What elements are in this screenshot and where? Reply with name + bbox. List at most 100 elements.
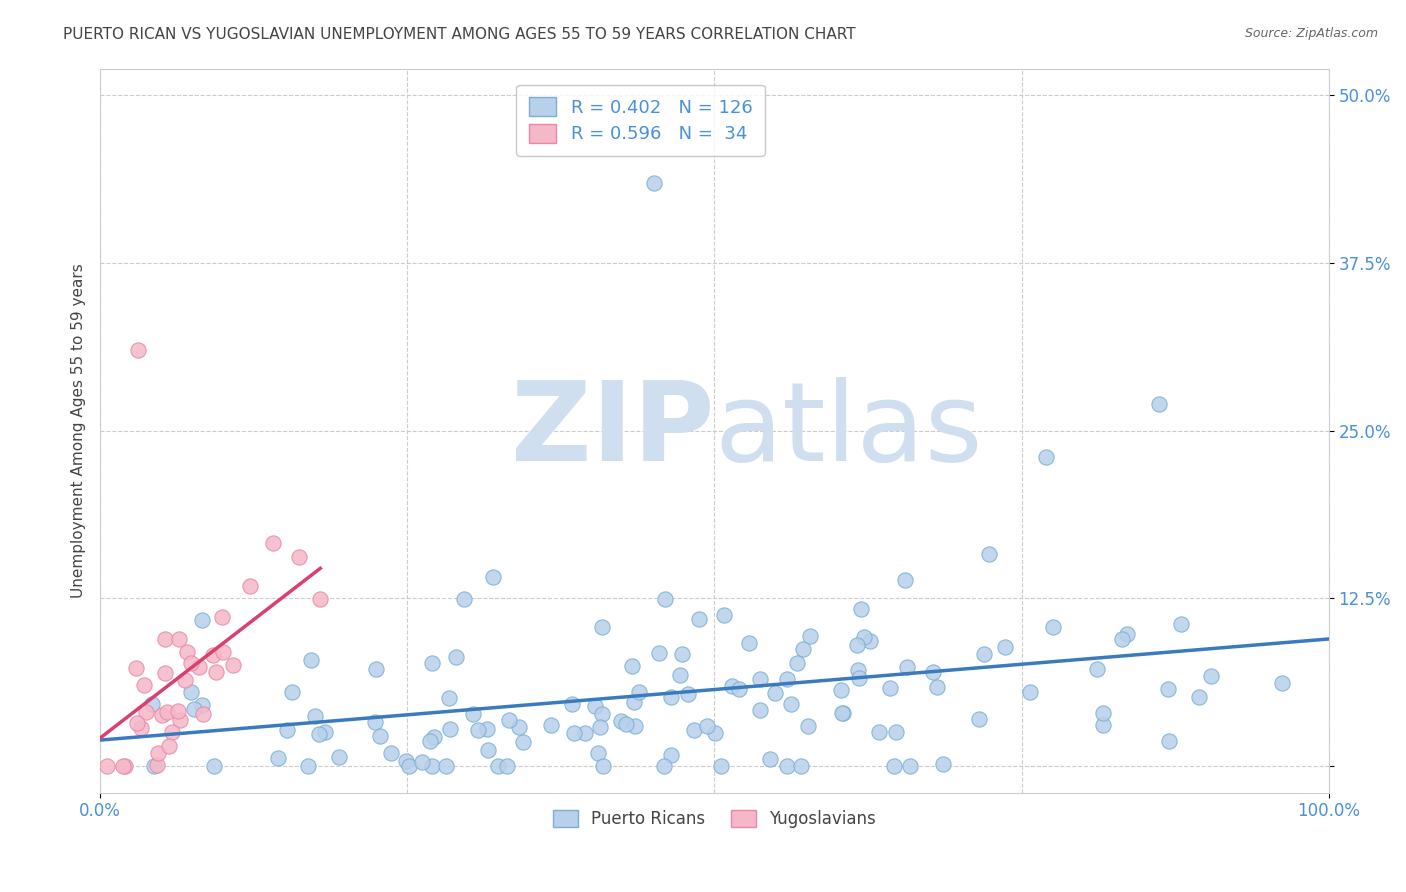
Point [496, 759, 519, 773]
Point [304, 709, 326, 723]
Point [683, 723, 706, 737]
Point [486, 759, 509, 773]
Point [623, 695, 645, 709]
Point [146, 746, 169, 760]
Point [776, 672, 799, 686]
Point [621, 658, 644, 673]
Point [776, 759, 799, 773]
Point [654, 591, 676, 606]
Point [898, 759, 921, 773]
Point [364, 714, 387, 729]
Point [420, 759, 443, 773]
Point [831, 706, 853, 720]
Point [150, 707, 173, 722]
Point [125, 715, 148, 730]
Point [1170, 617, 1192, 632]
Point [191, 706, 214, 721]
Point [1092, 717, 1115, 731]
Point [475, 722, 498, 736]
Point [183, 702, 205, 716]
Point [967, 712, 990, 726]
Point [512, 734, 534, 748]
Point [614, 717, 637, 731]
Point [204, 665, 226, 680]
Text: ZIP: ZIP [510, 377, 714, 484]
Point [482, 570, 505, 584]
Point [789, 759, 811, 773]
Point [160, 725, 183, 739]
Point [111, 759, 134, 773]
Point [868, 724, 890, 739]
Point [1035, 450, 1057, 465]
Point [846, 638, 869, 652]
Point [174, 673, 197, 687]
Point [583, 699, 606, 714]
Text: PUERTO RICAN VS YUGOSLAVIAN UNEMPLOYMENT AMONG AGES 55 TO 59 YEARS CORRELATION C: PUERTO RICAN VS YUGOSLAVIAN UNEMPLOYMENT… [63, 27, 856, 42]
Point [592, 759, 614, 773]
Point [765, 686, 787, 700]
Point [287, 550, 309, 565]
Point [652, 759, 675, 773]
Point [180, 656, 202, 670]
Point [669, 667, 692, 681]
Point [191, 614, 214, 628]
Point [134, 677, 156, 691]
Point [589, 721, 612, 735]
Point [176, 645, 198, 659]
Point [659, 748, 682, 763]
Point [896, 660, 918, 674]
Point [574, 726, 596, 740]
Point [1092, 706, 1115, 720]
Point [508, 720, 530, 734]
Point [1149, 397, 1171, 411]
Point [167, 632, 190, 646]
Point [586, 746, 609, 760]
Point [591, 706, 613, 721]
Legend: Puerto Ricans, Yugoslavians: Puerto Ricans, Yugoslavians [547, 804, 883, 835]
Point [461, 706, 484, 721]
Point [749, 703, 772, 717]
Point [799, 629, 821, 643]
Point [159, 739, 181, 753]
Point [849, 602, 872, 616]
Point [859, 634, 882, 648]
Point [125, 661, 148, 675]
Point [738, 636, 761, 650]
Point [439, 722, 461, 736]
Point [1188, 690, 1211, 705]
Point [922, 665, 945, 679]
Point [830, 682, 852, 697]
Point [853, 631, 876, 645]
Point [643, 176, 665, 190]
Point [153, 632, 176, 646]
Point [883, 759, 905, 773]
Point [146, 758, 169, 772]
Point [973, 647, 995, 661]
Point [676, 687, 699, 701]
Point [688, 612, 710, 626]
Point [380, 746, 402, 760]
Point [202, 648, 225, 663]
Point [187, 659, 209, 673]
Point [994, 640, 1017, 654]
Point [749, 672, 772, 686]
Point [129, 722, 152, 736]
Point [831, 706, 853, 720]
Point [1042, 619, 1064, 633]
Point [395, 754, 418, 768]
Point [276, 723, 298, 738]
Point [609, 714, 631, 728]
Point [96, 759, 118, 773]
Point [848, 672, 870, 686]
Point [796, 719, 818, 733]
Point [398, 759, 420, 773]
Point [411, 756, 433, 770]
Point [364, 662, 387, 676]
Text: Source: ZipAtlas.com: Source: ZipAtlas.com [1244, 27, 1378, 40]
Point [659, 690, 682, 705]
Point [1018, 685, 1040, 699]
Point [155, 666, 177, 681]
Point [477, 742, 499, 756]
Point [453, 592, 475, 607]
Point [879, 681, 901, 695]
